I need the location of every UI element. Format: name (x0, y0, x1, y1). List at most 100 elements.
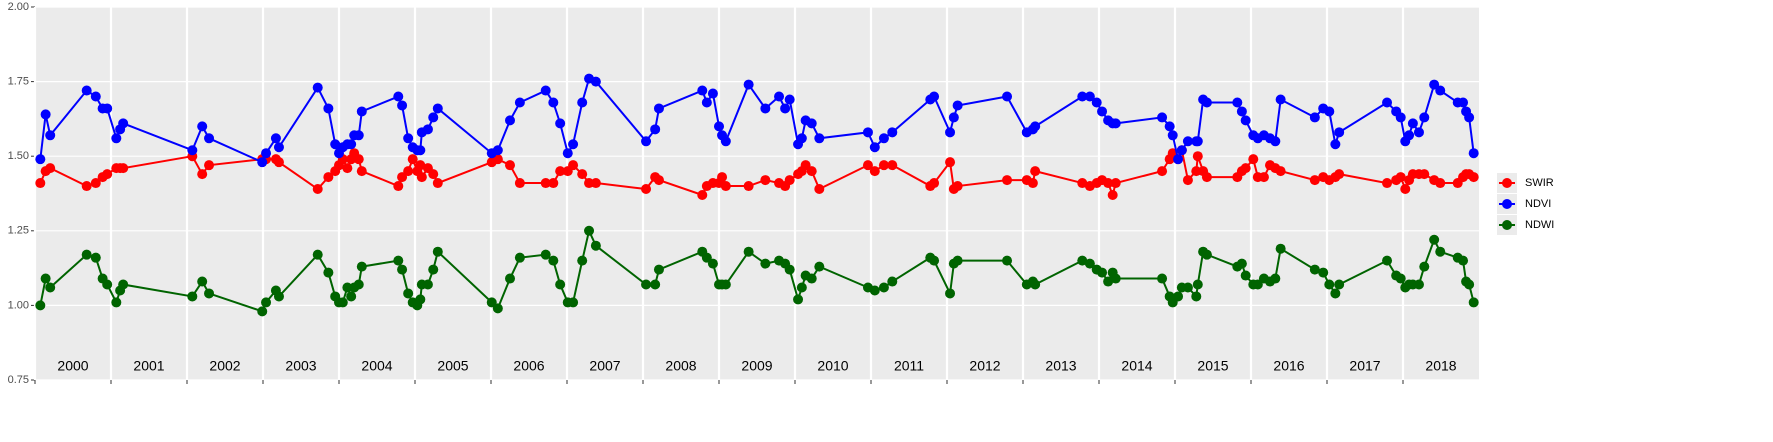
data-point (346, 291, 357, 302)
data-point (743, 79, 754, 90)
data-point (806, 118, 817, 129)
data-point (118, 163, 129, 174)
data-point (111, 297, 122, 308)
data-point (1002, 255, 1013, 266)
data-point (35, 154, 46, 165)
year-label: 2009 (741, 358, 772, 374)
data-point (780, 103, 791, 114)
data-point (273, 291, 284, 302)
data-point (1404, 130, 1415, 141)
data-point (760, 258, 771, 269)
y-tick-label: 1.00 (8, 299, 29, 311)
data-point (1002, 91, 1013, 102)
year-label: 2013 (1045, 358, 1076, 374)
data-point (415, 294, 426, 305)
data-point (945, 157, 956, 168)
data-point (90, 91, 101, 102)
data-point (403, 288, 414, 299)
data-point (81, 85, 92, 96)
data-point (568, 139, 579, 150)
data-point (1097, 267, 1108, 278)
data-point (403, 166, 414, 177)
data-point (356, 106, 367, 117)
data-point (342, 282, 353, 293)
data-point (796, 282, 807, 293)
data-point (1330, 288, 1341, 299)
data-point (102, 279, 113, 290)
data-point (774, 91, 785, 102)
data-point (1173, 291, 1184, 302)
data-point (514, 178, 525, 189)
data-point (353, 130, 364, 141)
data-point (337, 297, 348, 308)
data-point (540, 85, 551, 96)
data-point (514, 252, 525, 263)
data-point (1468, 172, 1479, 183)
data-point (273, 142, 284, 153)
data-point (393, 91, 404, 102)
y-tick-label: 2.00 (8, 1, 29, 13)
data-point (720, 279, 731, 290)
data-point (323, 103, 334, 114)
data-point (577, 97, 588, 108)
data-point (707, 258, 718, 269)
data-point (1309, 112, 1320, 123)
data-point (197, 276, 208, 287)
data-point (323, 267, 334, 278)
data-point (887, 276, 898, 287)
data-point (261, 297, 272, 308)
data-point (1429, 234, 1440, 245)
data-point (204, 160, 215, 171)
data-point (1167, 130, 1178, 141)
data-point (806, 166, 817, 177)
year-label: 2003 (285, 358, 316, 374)
data-point (197, 169, 208, 180)
data-point (869, 166, 880, 177)
data-point (118, 279, 129, 290)
data-point (1110, 178, 1121, 189)
data-point (1084, 258, 1095, 269)
data-point (1318, 267, 1329, 278)
data-point (1077, 178, 1088, 189)
data-point (1382, 178, 1393, 189)
data-point (1157, 112, 1168, 123)
data-point (929, 255, 940, 266)
year-label: 2010 (817, 358, 848, 374)
data-point (1458, 97, 1469, 108)
data-point (806, 273, 817, 284)
data-point (945, 288, 956, 299)
panel (35, 7, 1479, 380)
data-point (1468, 297, 1479, 308)
data-point (312, 82, 323, 93)
data-point (428, 112, 439, 123)
data-point (492, 145, 503, 156)
data-point (1240, 115, 1251, 126)
data-point (111, 133, 122, 144)
data-point (1309, 264, 1320, 275)
data-point (1407, 118, 1418, 129)
data-point (514, 97, 525, 108)
data-point (1077, 91, 1088, 102)
data-point (784, 94, 795, 105)
data-point (717, 172, 728, 183)
data-point (697, 189, 708, 200)
data-point (577, 169, 588, 180)
data-point (81, 249, 92, 260)
data-point (90, 178, 101, 189)
data-point (1468, 148, 1479, 159)
data-point (1240, 163, 1251, 174)
legend-label: NDVI (1525, 198, 1551, 210)
data-point (1464, 112, 1475, 123)
data-point (187, 291, 198, 302)
data-point (784, 175, 795, 186)
data-point (555, 166, 566, 177)
data-point (407, 154, 418, 165)
data-point (416, 172, 427, 183)
data-point (257, 306, 268, 317)
data-point (548, 178, 559, 189)
data-point (1084, 91, 1095, 102)
year-label: 2014 (1121, 358, 1152, 374)
year-label: 2005 (437, 358, 468, 374)
data-point (1334, 169, 1345, 180)
data-point (568, 297, 579, 308)
